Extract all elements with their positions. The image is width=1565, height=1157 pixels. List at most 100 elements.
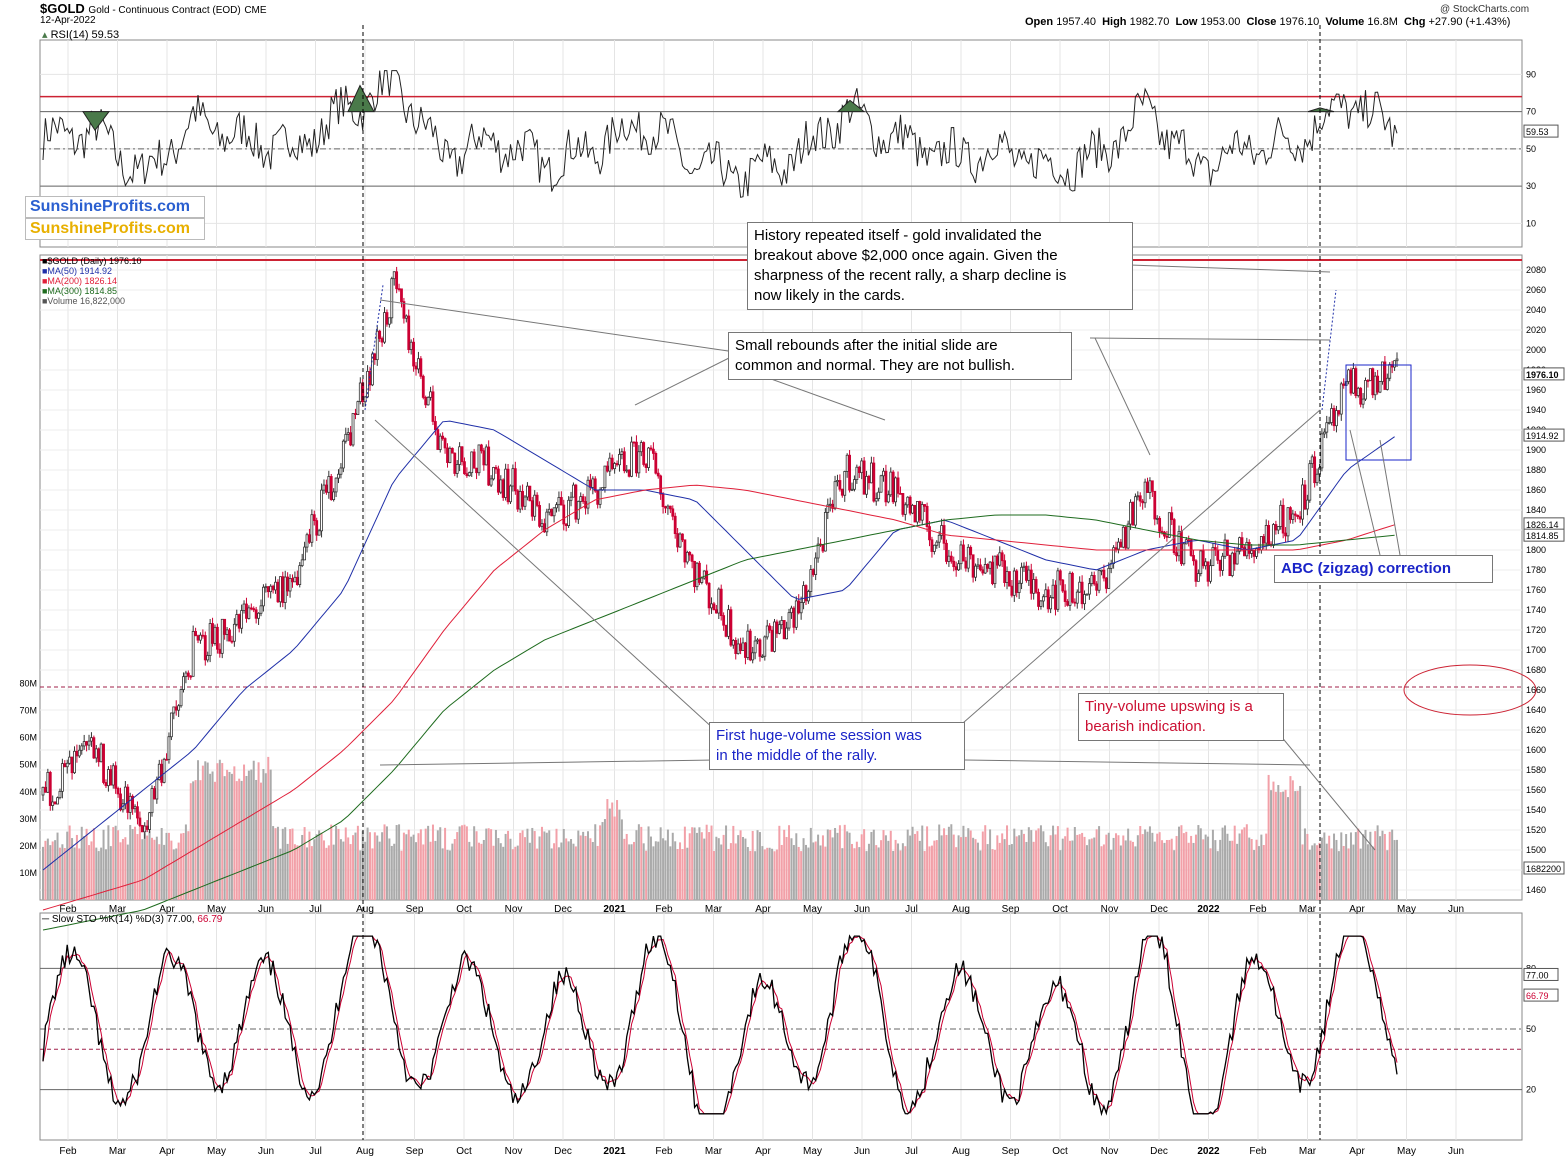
volume-bar [485, 828, 488, 900]
volume-bar [645, 850, 648, 900]
volume-bar [1044, 842, 1047, 900]
candle-body [693, 560, 696, 588]
candle-body [1015, 570, 1019, 593]
candle-body [266, 586, 270, 593]
x-tick-label-bottom: Apr [159, 1146, 175, 1157]
price-value-tag [1523, 428, 1565, 442]
candle-body [932, 544, 936, 552]
volume-bar [775, 849, 778, 900]
candle-body [358, 382, 362, 403]
watermark: @ StockCharts.com [1440, 4, 1530, 15]
ma50-line [42, 420, 1395, 871]
candle-body [438, 435, 442, 450]
candle-body [763, 636, 767, 657]
candle-body [664, 506, 667, 509]
candle-body [300, 559, 304, 567]
volume-bar [1148, 826, 1151, 900]
candle-body [916, 501, 919, 523]
panel-frame-0 [39, 39, 1523, 248]
candle-body [1194, 560, 1198, 582]
volume-bar [686, 847, 689, 900]
candle-body [908, 496, 912, 514]
volume-bar [274, 828, 277, 900]
ticker: $GOLD [40, 1, 85, 16]
price-tick-label: 1780 [1526, 565, 1546, 575]
candle-body [903, 504, 907, 515]
volume-bar [296, 845, 299, 900]
volume-bar [761, 846, 764, 900]
volume-bar [531, 827, 534, 900]
abc-box [1345, 364, 1412, 461]
volume-bar [979, 850, 982, 900]
candle-body [727, 609, 730, 637]
volume-bar [480, 843, 483, 900]
annotation-abc: ABC (zigzag) correction [1274, 555, 1493, 583]
candle-body [332, 491, 336, 501]
candle-body [1058, 570, 1062, 581]
volume-bar [112, 827, 115, 900]
candle-body [339, 467, 343, 475]
volume-bar [1364, 829, 1367, 900]
volume-bar [1088, 839, 1091, 900]
volume-bar [817, 834, 820, 900]
volume-bar [1168, 839, 1171, 900]
candle-body [293, 576, 297, 583]
volume-bar [364, 841, 367, 900]
volume-bar [710, 825, 713, 900]
candle-body [470, 451, 474, 474]
candle-body [860, 460, 864, 474]
candle-body [557, 497, 561, 506]
volume-bar [402, 832, 405, 900]
volume-bar [1151, 832, 1154, 900]
volume-bar [255, 779, 258, 900]
price-tick-label: 2080 [1526, 265, 1546, 275]
volume-bar [911, 826, 914, 900]
volume-bar [327, 845, 330, 900]
volume-bar [1006, 825, 1009, 900]
volume-bar [71, 838, 74, 900]
price-tick-label: 1620 [1526, 725, 1546, 735]
volume-bar [252, 760, 255, 900]
volume-bar [519, 832, 522, 900]
volume-bar [633, 841, 636, 900]
candle-body [962, 544, 965, 562]
volume-bar [1250, 839, 1253, 900]
x-tick-label: Apr [755, 904, 771, 915]
volume-bar [1076, 834, 1079, 900]
candle-body [1078, 581, 1082, 593]
volume-bar [804, 844, 807, 900]
x-tick-label-bottom: Sep [1002, 1146, 1020, 1157]
candle-body [659, 475, 663, 495]
x-tick-label: Mar [705, 904, 723, 915]
volume-bar [601, 822, 604, 900]
candle-body [189, 675, 193, 678]
candle-body [707, 582, 711, 609]
volume-bar [768, 847, 771, 900]
volume-bar [1066, 827, 1069, 900]
candle-body [1073, 601, 1077, 604]
candle-body [1008, 571, 1011, 587]
volume-bar [150, 837, 153, 900]
candle-body [741, 642, 745, 651]
candle-body [581, 496, 585, 502]
price-tick-label: 1640 [1526, 705, 1546, 715]
price-tick-label: 2060 [1526, 285, 1546, 295]
candle-body [305, 534, 309, 548]
volume-bar [451, 843, 454, 900]
volume-bar [1098, 826, 1101, 900]
rsi-tick-label: 30 [1526, 181, 1536, 191]
candle-body [959, 544, 963, 565]
volume-bar [373, 832, 376, 900]
candle-body [899, 492, 902, 495]
volume-bar [693, 827, 696, 900]
candle-body [877, 491, 881, 500]
volume-bar [538, 836, 541, 900]
volume-bar [570, 839, 573, 900]
volume-bar [230, 773, 233, 900]
candle-body [1138, 495, 1142, 502]
candle-body [109, 769, 113, 786]
candle-body [722, 615, 726, 626]
volume-bar [1396, 839, 1398, 900]
candle-body [1192, 555, 1195, 562]
price-tick-label: 1680 [1526, 665, 1546, 675]
